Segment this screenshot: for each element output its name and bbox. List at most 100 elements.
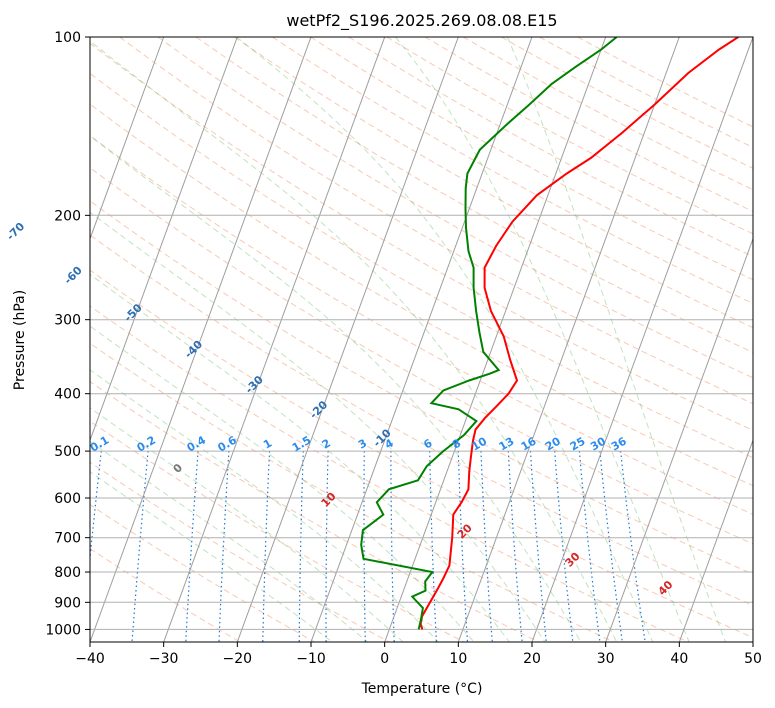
skew-isotherm [531, 37, 753, 642]
dry-adiabat [90, 305, 689, 642]
x-tick-label: −20 [223, 651, 253, 667]
dry-adiabat [90, 342, 614, 642]
dry-adiabat [90, 547, 241, 642]
mixing-ratio-line [131, 451, 149, 642]
dry-adiabat [424, 37, 753, 213]
skew-isotherm [90, 37, 165, 241]
dry-adiabat [157, 37, 753, 379]
moist-adiabat-label: 0 [171, 461, 186, 476]
dry-adiabat [310, 37, 753, 281]
isotherm-label: -30 [243, 373, 266, 396]
isotherm-label: -50 [122, 301, 145, 324]
y-tick-label: 300 [54, 313, 81, 329]
x-axis-title: Temperature (°C) [361, 681, 483, 697]
y-axis-title: Pressure (hPa) [12, 290, 28, 390]
x-tick-label: 40 [670, 651, 688, 667]
moist-adiabat-label: 30 [563, 549, 583, 569]
moist-adiabat [90, 325, 475, 642]
skew-isotherm [310, 37, 533, 642]
moist-adiabat [236, 37, 654, 642]
y-tick-label: 500 [54, 444, 81, 460]
mixing-ratio-label: 3 [356, 437, 369, 452]
skew-isotherm [752, 640, 753, 642]
mixing-ratio-label: 2 [320, 437, 333, 452]
dry-adiabat [90, 234, 753, 607]
mixing-ratio-line [620, 451, 646, 642]
dry-adiabat [90, 72, 753, 459]
mixing-ratio-line [363, 451, 366, 642]
moist-adiabat [506, 37, 727, 642]
moist-adiabat [395, 37, 690, 642]
moist-adiabat-label: 40 [656, 578, 676, 598]
mixing-ratio-line [298, 451, 304, 642]
x-tick-label: 30 [597, 651, 615, 667]
dry-adiabat [577, 37, 753, 128]
isotherm-label: -20 [307, 398, 330, 421]
y-tick-label: 400 [54, 387, 81, 403]
moist-adiabat-label: 20 [455, 521, 475, 541]
isotherm-label: -40 [182, 338, 205, 361]
dry-adiabat [90, 503, 315, 642]
isotherm-label: -60 [62, 264, 85, 287]
moist-adiabat [90, 211, 546, 642]
isotherm-label: -70 [4, 220, 27, 243]
dry-adiabat [90, 200, 753, 575]
x-tick-label: −10 [296, 651, 326, 667]
y-tick-label: 1000 [45, 622, 81, 638]
mixing-ratio-line [390, 451, 395, 642]
mixing-ratio-line [554, 451, 574, 642]
mixing-ratio-line [90, 451, 102, 564]
dry-adiabat [90, 461, 390, 642]
mixing-ratio-line [507, 451, 523, 642]
dry-adiabat [348, 37, 753, 258]
y-tick-label: 200 [54, 208, 81, 224]
x-tick-label: 10 [449, 651, 467, 667]
x-tick-label: 50 [744, 651, 762, 667]
moist-adiabat [90, 407, 404, 642]
dry-adiabat [386, 37, 753, 235]
temperature-profile [419, 37, 739, 630]
chart-title: wetPf2_S196.2025.269.08.08.E15 [286, 11, 557, 31]
moist-adiabat [90, 440, 369, 642]
dry-adiabat [90, 103, 753, 487]
dewpoint-profile [360, 37, 618, 630]
dry-adiabat [90, 269, 753, 639]
mixing-ratio-line [578, 451, 601, 642]
mixing-ratio-line [325, 451, 329, 642]
x-tick-label: −40 [75, 651, 105, 667]
skew-isotherm [90, 37, 312, 642]
skew-isotherm [605, 237, 753, 642]
mixing-ratio-line [429, 451, 437, 642]
y-tick-label: 800 [54, 565, 81, 581]
mixing-ratio-line [218, 451, 230, 642]
moist-adiabat [90, 369, 439, 642]
dry-adiabat [90, 420, 465, 642]
dry-adiabat [501, 37, 753, 169]
y-tick-label: 900 [54, 595, 81, 611]
y-tick-label: 600 [54, 491, 81, 507]
x-tick-label: 20 [523, 651, 541, 667]
skew-isotherm [236, 37, 459, 642]
skew-isotherm [457, 37, 680, 642]
mixing-ratio-line [529, 451, 547, 642]
y-tick-label: 700 [54, 531, 81, 547]
mixing-ratio-line [457, 451, 469, 642]
x-tick-label: −30 [149, 651, 179, 667]
plot-frame [89, 36, 754, 643]
moist-adiabat [90, 135, 582, 642]
dry-adiabat [119, 37, 753, 405]
moist-adiabat [90, 471, 333, 642]
skew-isotherm [678, 438, 753, 642]
moist-adiabat-label: 10 [319, 490, 339, 510]
skew-isotherm [90, 37, 238, 442]
mixing-ratio-line [262, 451, 271, 642]
mixing-ratio-line [599, 451, 623, 642]
x-tick-label: 0 [380, 651, 389, 667]
mixing-ratio-line [185, 451, 199, 642]
mixing-ratio-label: 8 [450, 437, 463, 452]
y-tick-label: 100 [54, 30, 81, 46]
skew-isotherm [163, 37, 386, 642]
dry-adiabat [90, 381, 540, 642]
moist-adiabat [90, 273, 510, 642]
